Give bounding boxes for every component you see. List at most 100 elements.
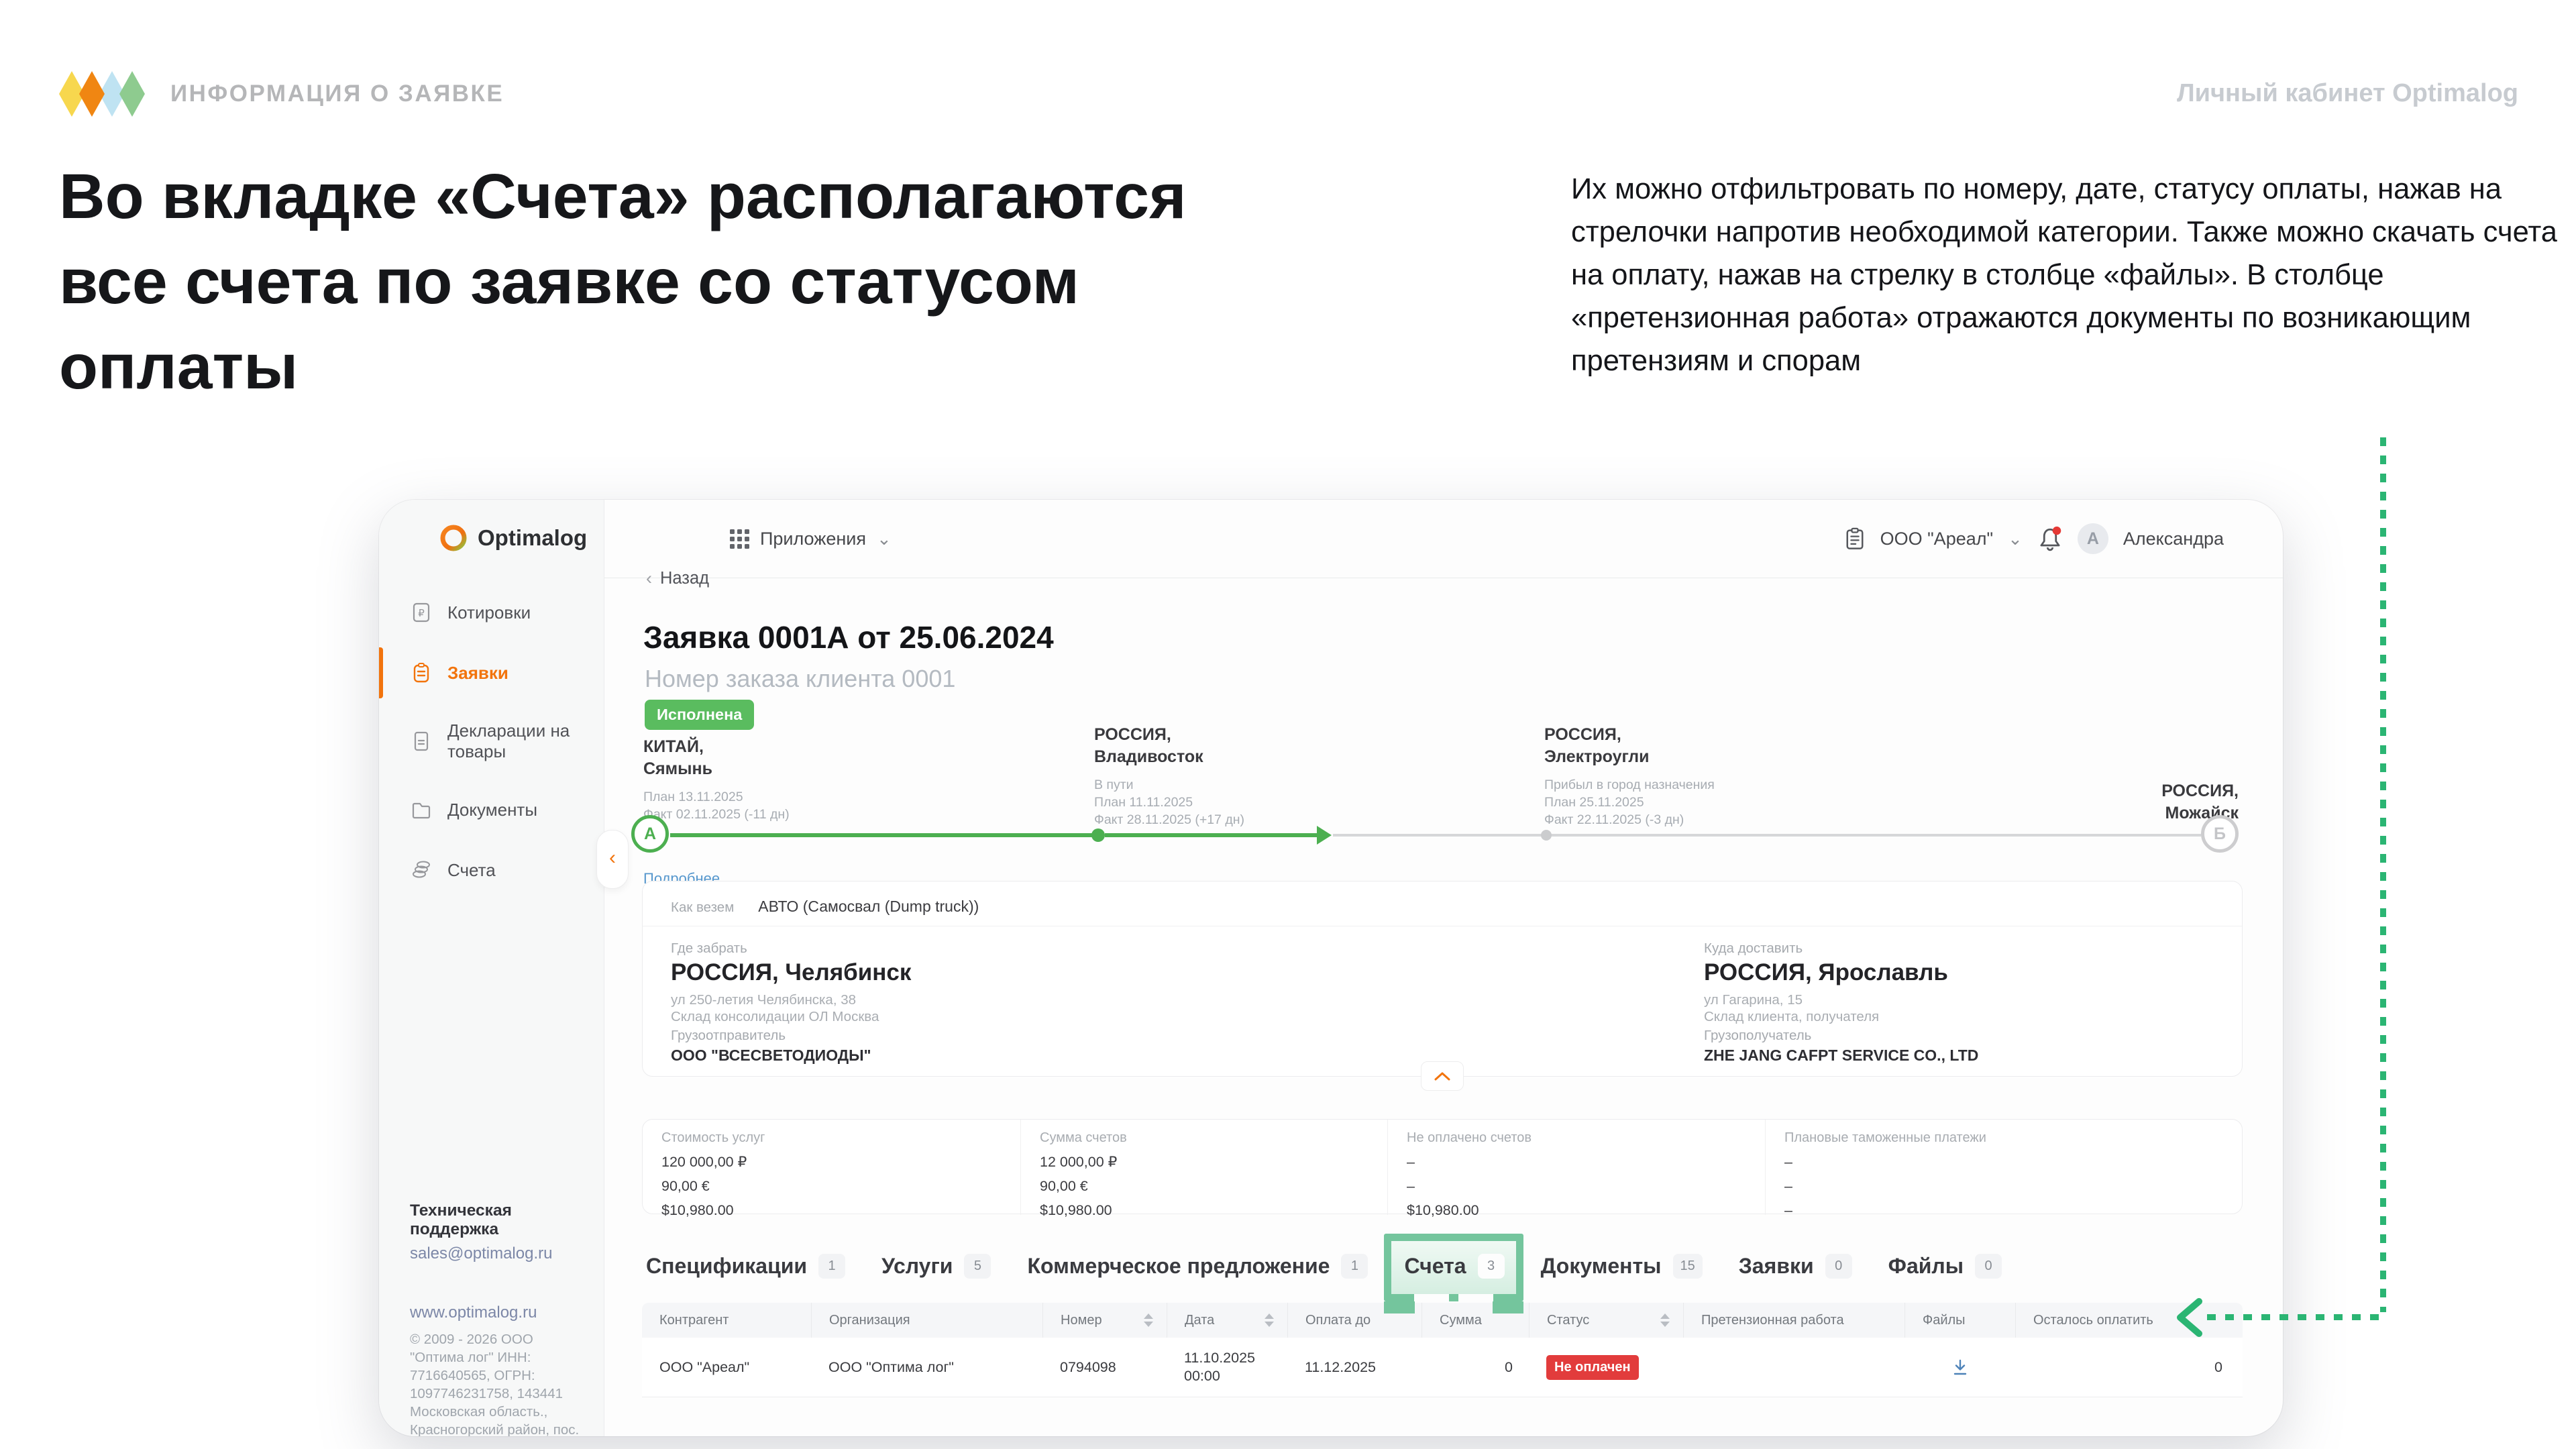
invoices-table: Контрагент Организация Номер Дата Оплата… xyxy=(642,1303,2243,1397)
route-place: РОССИЯ, xyxy=(1544,725,1621,744)
optimalog-ring-icon xyxy=(440,525,467,551)
sort-icon[interactable] xyxy=(1144,1313,1153,1327)
tab-specifications[interactable]: Спецификации 1 xyxy=(646,1254,846,1279)
tab-label: Файлы xyxy=(1888,1254,1964,1278)
highlight-corner xyxy=(1492,1301,1523,1313)
sidebar-item-declarations[interactable]: Декларации на товары xyxy=(379,706,604,776)
sidebar: Optimalog ₽ Котировки xyxy=(379,500,604,1436)
avatar[interactable]: А xyxy=(2077,523,2108,554)
company-clipboard-icon xyxy=(1846,527,1864,549)
user-name[interactable]: Александра xyxy=(2123,528,2224,549)
col-date-sortable[interactable]: Дата xyxy=(1167,1303,1287,1338)
dropoff-address-line: ул Гагарина, 15 xyxy=(1704,992,1803,1008)
sidebar-item-requests[interactable]: Заявки xyxy=(379,646,604,700)
summary-value: – xyxy=(1784,1178,1792,1194)
document-icon xyxy=(414,731,429,751)
page-title: ИНФОРМАЦИЯ О ЗАЯВКЕ xyxy=(170,80,504,107)
col-number-sortable[interactable]: Номер xyxy=(1042,1303,1167,1338)
status-badge: Исполнена xyxy=(645,700,755,730)
summary-value: $10,980.00 xyxy=(1407,1202,1479,1218)
dropoff-city: РОССИЯ, Ярославль xyxy=(1704,959,1948,985)
sidebar-item-label: Счета xyxy=(447,859,496,880)
apps-menu-button[interactable]: Приложения ⌄ xyxy=(730,500,892,578)
col-claims: Претензионная работа xyxy=(1683,1303,1904,1338)
pickup-city: РОССИЯ, Челябинск xyxy=(671,959,912,985)
tab-services[interactable]: Услуги 5 xyxy=(881,1254,991,1279)
portal-label: Личный кабинет Optimalog xyxy=(2176,79,2518,107)
dropoff-label: Куда доставить xyxy=(1704,941,1803,956)
spacer xyxy=(410,1269,580,1303)
sort-icon[interactable] xyxy=(1265,1313,1274,1327)
tab-label: Заявки xyxy=(1738,1254,1814,1278)
collapse-card-button[interactable] xyxy=(1421,1061,1464,1091)
site-link[interactable]: www.optimalog.ru xyxy=(410,1303,537,1322)
route-place: РОССИЯ, xyxy=(2161,782,2239,800)
table-row[interactable]: ООО "Ареал" ООО "Оптима лог" 0794098 11.… xyxy=(642,1338,2243,1397)
download-invoice-button[interactable] xyxy=(1950,1357,1970,1377)
col-status-sortable[interactable]: Статус xyxy=(1529,1303,1683,1338)
cell-number: 0794098 xyxy=(1060,1358,1116,1375)
sidebar-item-documents[interactable]: Документы xyxy=(379,783,604,837)
route-fact-date: Факт 02.11.2025 (-11 дн) xyxy=(643,807,790,822)
tab-files[interactable]: Файлы 0 xyxy=(1888,1254,2002,1279)
timeline-dot-gray xyxy=(1541,830,1552,841)
transport-value: АВТО (Самосвал (Dump truck)) xyxy=(758,898,979,915)
col-amount: Сумма xyxy=(1421,1303,1529,1338)
sidebar-footer: Техническая поддержка sales@optimalog.ru… xyxy=(410,1201,580,1436)
timeline-progress-arrow xyxy=(1317,826,1332,845)
tab-requests[interactable]: Заявки 0 xyxy=(1739,1254,1852,1279)
cell-counterparty: ООО "Ареал" xyxy=(659,1358,750,1375)
highlight-notch xyxy=(1458,1294,1493,1301)
brand-name: Optimalog xyxy=(478,525,588,550)
tab-count-badge: 1 xyxy=(818,1254,846,1279)
svg-text:₽: ₽ xyxy=(418,608,425,619)
tab-commercial-offer[interactable]: Коммерческое предложение 1 xyxy=(1027,1254,1368,1279)
tab-label: Спецификации xyxy=(646,1254,808,1278)
back-label: Назад xyxy=(660,569,710,588)
tab-label: Счета xyxy=(1404,1254,1466,1278)
route-status: В пути xyxy=(1094,777,1134,792)
cargo-details-card: Как везем АВТО (Самосвал (Dump truck)) Г… xyxy=(642,881,2243,1091)
col-files: Файлы xyxy=(1904,1303,2015,1338)
notifications-bell-icon[interactable] xyxy=(2037,525,2063,552)
clipboard-icon xyxy=(413,663,429,683)
cell-claims xyxy=(1683,1338,1904,1397)
tab-label: Документы xyxy=(1540,1254,1662,1278)
timeline-dot-green xyxy=(1091,828,1105,842)
sidebar-item-label: Документы xyxy=(447,799,538,820)
summary-value: 12 000,00 ₽ xyxy=(1040,1154,1118,1170)
col-counterparty: Контрагент xyxy=(659,1312,729,1328)
pickup-address-line: ул 250-летия Челябинска, 38 xyxy=(671,992,857,1008)
dropoff-address: ул Гагарина, 15 Склад клиента, получател… xyxy=(1704,991,1879,1025)
back-link[interactable]: ‹ Назад xyxy=(646,568,709,589)
tab-label: Услуги xyxy=(881,1254,953,1278)
sort-icon[interactable] xyxy=(1660,1313,1670,1327)
col-remaining: Осталось оплатить xyxy=(2015,1303,2243,1338)
sidebar-nav: ₽ Котировки Заявки xyxy=(379,586,604,904)
sidebar-item-quotes[interactable]: ₽ Котировки xyxy=(379,586,604,639)
sidebar-collapse-button[interactable]: ‹ xyxy=(596,830,629,889)
tab-documents[interactable]: Документы 15 xyxy=(1541,1254,1703,1279)
support-email-link[interactable]: sales@optimalog.ru xyxy=(410,1244,553,1263)
route-plan-date: План 11.11.2025 xyxy=(1094,795,1193,810)
sidebar-item-invoices[interactable]: Счета xyxy=(379,843,604,897)
apps-grid-icon xyxy=(730,529,749,549)
order-title: Заявка 0001А от 25.06.2024 xyxy=(643,620,1054,655)
route-start-marker: А xyxy=(631,815,669,853)
topbar-right: ООО "Ареал" ⌄ А Александра xyxy=(1844,500,2224,578)
description-text: Их можно отфильтровать по номеру, дате, … xyxy=(1571,173,2557,377)
cell-files xyxy=(1904,1338,2015,1397)
route-point-elektrougli: РОССИЯ, Электроугли Прибыл в город назна… xyxy=(1544,724,1715,828)
cell-date: 11.10.2025 00:00 xyxy=(1167,1338,1287,1397)
pickup-address-line: Склад консолидации ОЛ Москва xyxy=(671,1009,879,1024)
summary-label: Стоимость услуг xyxy=(661,1130,765,1145)
tab-label: Коммерческое предложение xyxy=(1027,1254,1330,1278)
company-switcher[interactable]: ООО "Ареал" xyxy=(1880,528,1994,549)
tab-invoices[interactable]: Счета 3 xyxy=(1384,1234,1523,1313)
support-title: Техническая поддержка xyxy=(410,1201,512,1238)
summary-label: Сумма счетов xyxy=(1040,1130,1127,1145)
tab-count-badge: 15 xyxy=(1672,1254,1703,1279)
pickup-address: ул 250-летия Челябинска, 38 Склад консол… xyxy=(671,991,879,1025)
chevron-down-icon: ⌄ xyxy=(2008,529,2023,549)
route-status: Прибыл в город назначения xyxy=(1544,777,1715,792)
